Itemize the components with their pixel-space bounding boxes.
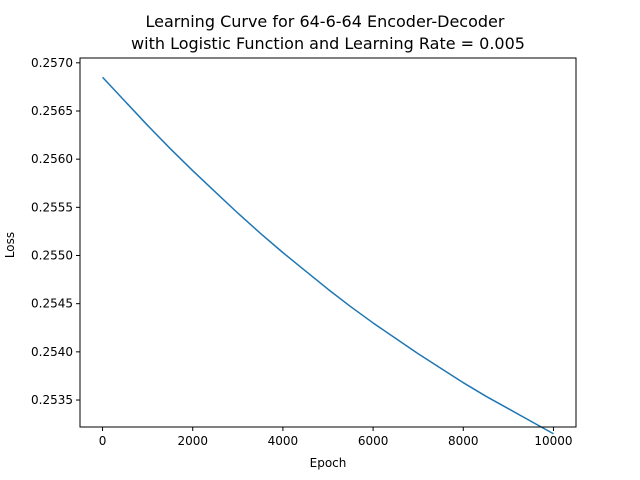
x-tick-label: 6000	[358, 434, 389, 448]
y-axis: 0.2535 0.2540 0.2545 0.2550 0.2555 0.2560 0.25…	[31, 56, 80, 407]
series-line-0	[102, 76, 554, 435]
y-tick-label: 0.2570	[31, 56, 73, 70]
y-tick-label: 0.2540	[31, 345, 73, 359]
series-layer	[102, 76, 554, 435]
y-tick-label: 0.2550	[31, 249, 73, 263]
plot-frame	[79, 57, 577, 428]
y-tick-label: 0.2555	[31, 200, 73, 214]
x-tick-label: 10000	[534, 434, 572, 448]
x-tick-label: 4000	[268, 434, 299, 448]
y-tick-label: 0.2560	[31, 152, 73, 166]
x-tick-label: 8000	[448, 434, 479, 448]
x-tick-label: 2000	[177, 434, 208, 448]
y-axis-label: Loss	[3, 232, 17, 258]
y-tick-label: 0.2545	[31, 297, 73, 311]
y-tick-label: 0.2565	[31, 104, 73, 118]
x-axis-label: Epoch	[310, 456, 347, 470]
y-tick-label: 0.2535	[31, 393, 73, 407]
x-axis: 0 2000 4000 6000 8000 10000	[99, 427, 573, 448]
chart-title: Learning Curve for 64-6-64 Encoder-Decod…	[146, 12, 505, 31]
x-tick-label: 0	[99, 434, 107, 448]
chart-subtitle: with Logistic Function and Learning Rate…	[131, 34, 525, 53]
